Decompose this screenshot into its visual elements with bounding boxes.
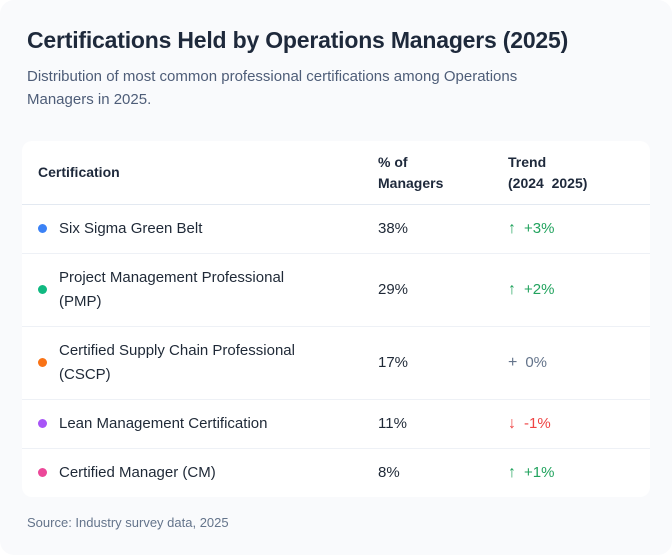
trend-arrow-icon: ↓ (508, 414, 516, 432)
category-dot (38, 358, 47, 368)
table-row: Lean Management Certification 11% ↓ -1% (22, 398, 650, 448)
trend-arrow-icon: ↑ (508, 463, 516, 481)
table-body: Six Sigma Green Belt 38% ↑ +3% Project M… (22, 205, 650, 497)
trend-cell: ↑ +2% (508, 281, 634, 298)
trend-arrow-icon: + (508, 353, 518, 371)
certification-label: Certified Manager (CM) (59, 463, 216, 481)
trend-value: +1% (524, 464, 555, 482)
certifications-table: Certification % of Managers Trend (2024 … (22, 141, 650, 497)
trend-cell: + 0% (508, 354, 634, 371)
percent-value: 11% (378, 414, 407, 432)
table-row: Certified Supply Chain Professional (CSC… (22, 325, 650, 399)
certification-label: Project Management Professional (PMP) (59, 268, 285, 310)
trend-cell: ↑ +1% (508, 464, 634, 481)
table-header-row: Certification % of Managers Trend (2024 … (22, 141, 650, 205)
percent-value: 17% (378, 353, 409, 371)
certification-label: Certified Supply Chain Professional (CSC… (59, 341, 295, 383)
column-header-certification: Certification (38, 164, 120, 181)
trend-value: +3% (524, 220, 555, 238)
category-dot (38, 419, 47, 429)
category-dot (38, 468, 47, 478)
page-subtitle: Distribution of most common professional… (27, 67, 518, 108)
trend-cell: ↑ +3% (508, 220, 634, 237)
trend-value: +2% (524, 281, 555, 299)
category-dot (38, 285, 47, 295)
table-row: Project Management Professional (PMP) 29… (22, 252, 650, 326)
table-row: Certified Manager (CM) 8% ↑ +1% (22, 447, 650, 497)
trend-value: 0% (525, 354, 548, 372)
trend-cell: ↓ -1% (508, 415, 634, 432)
percent-value: 29% (378, 280, 409, 298)
certification-label: Six Sigma Green Belt (59, 219, 203, 237)
table-row: Six Sigma Green Belt 38% ↑ +3% (22, 205, 650, 253)
trend-arrow-icon: ↑ (508, 280, 516, 298)
certification-label: Lean Management Certification (59, 414, 268, 432)
percent-value: 38% (378, 219, 409, 237)
trend-value: -1% (524, 415, 551, 433)
column-header-percent: % of Managers (378, 154, 444, 191)
category-dot (38, 224, 47, 234)
trend-arrow-icon: ↑ (508, 219, 516, 237)
column-header-trend: Trend (2024 2025) (508, 154, 588, 191)
percent-value: 8% (378, 463, 400, 481)
page-title: Certifications Held by Operations Manage… (27, 27, 569, 53)
source-note: Source: Industry survey data, 2025 (27, 514, 229, 530)
